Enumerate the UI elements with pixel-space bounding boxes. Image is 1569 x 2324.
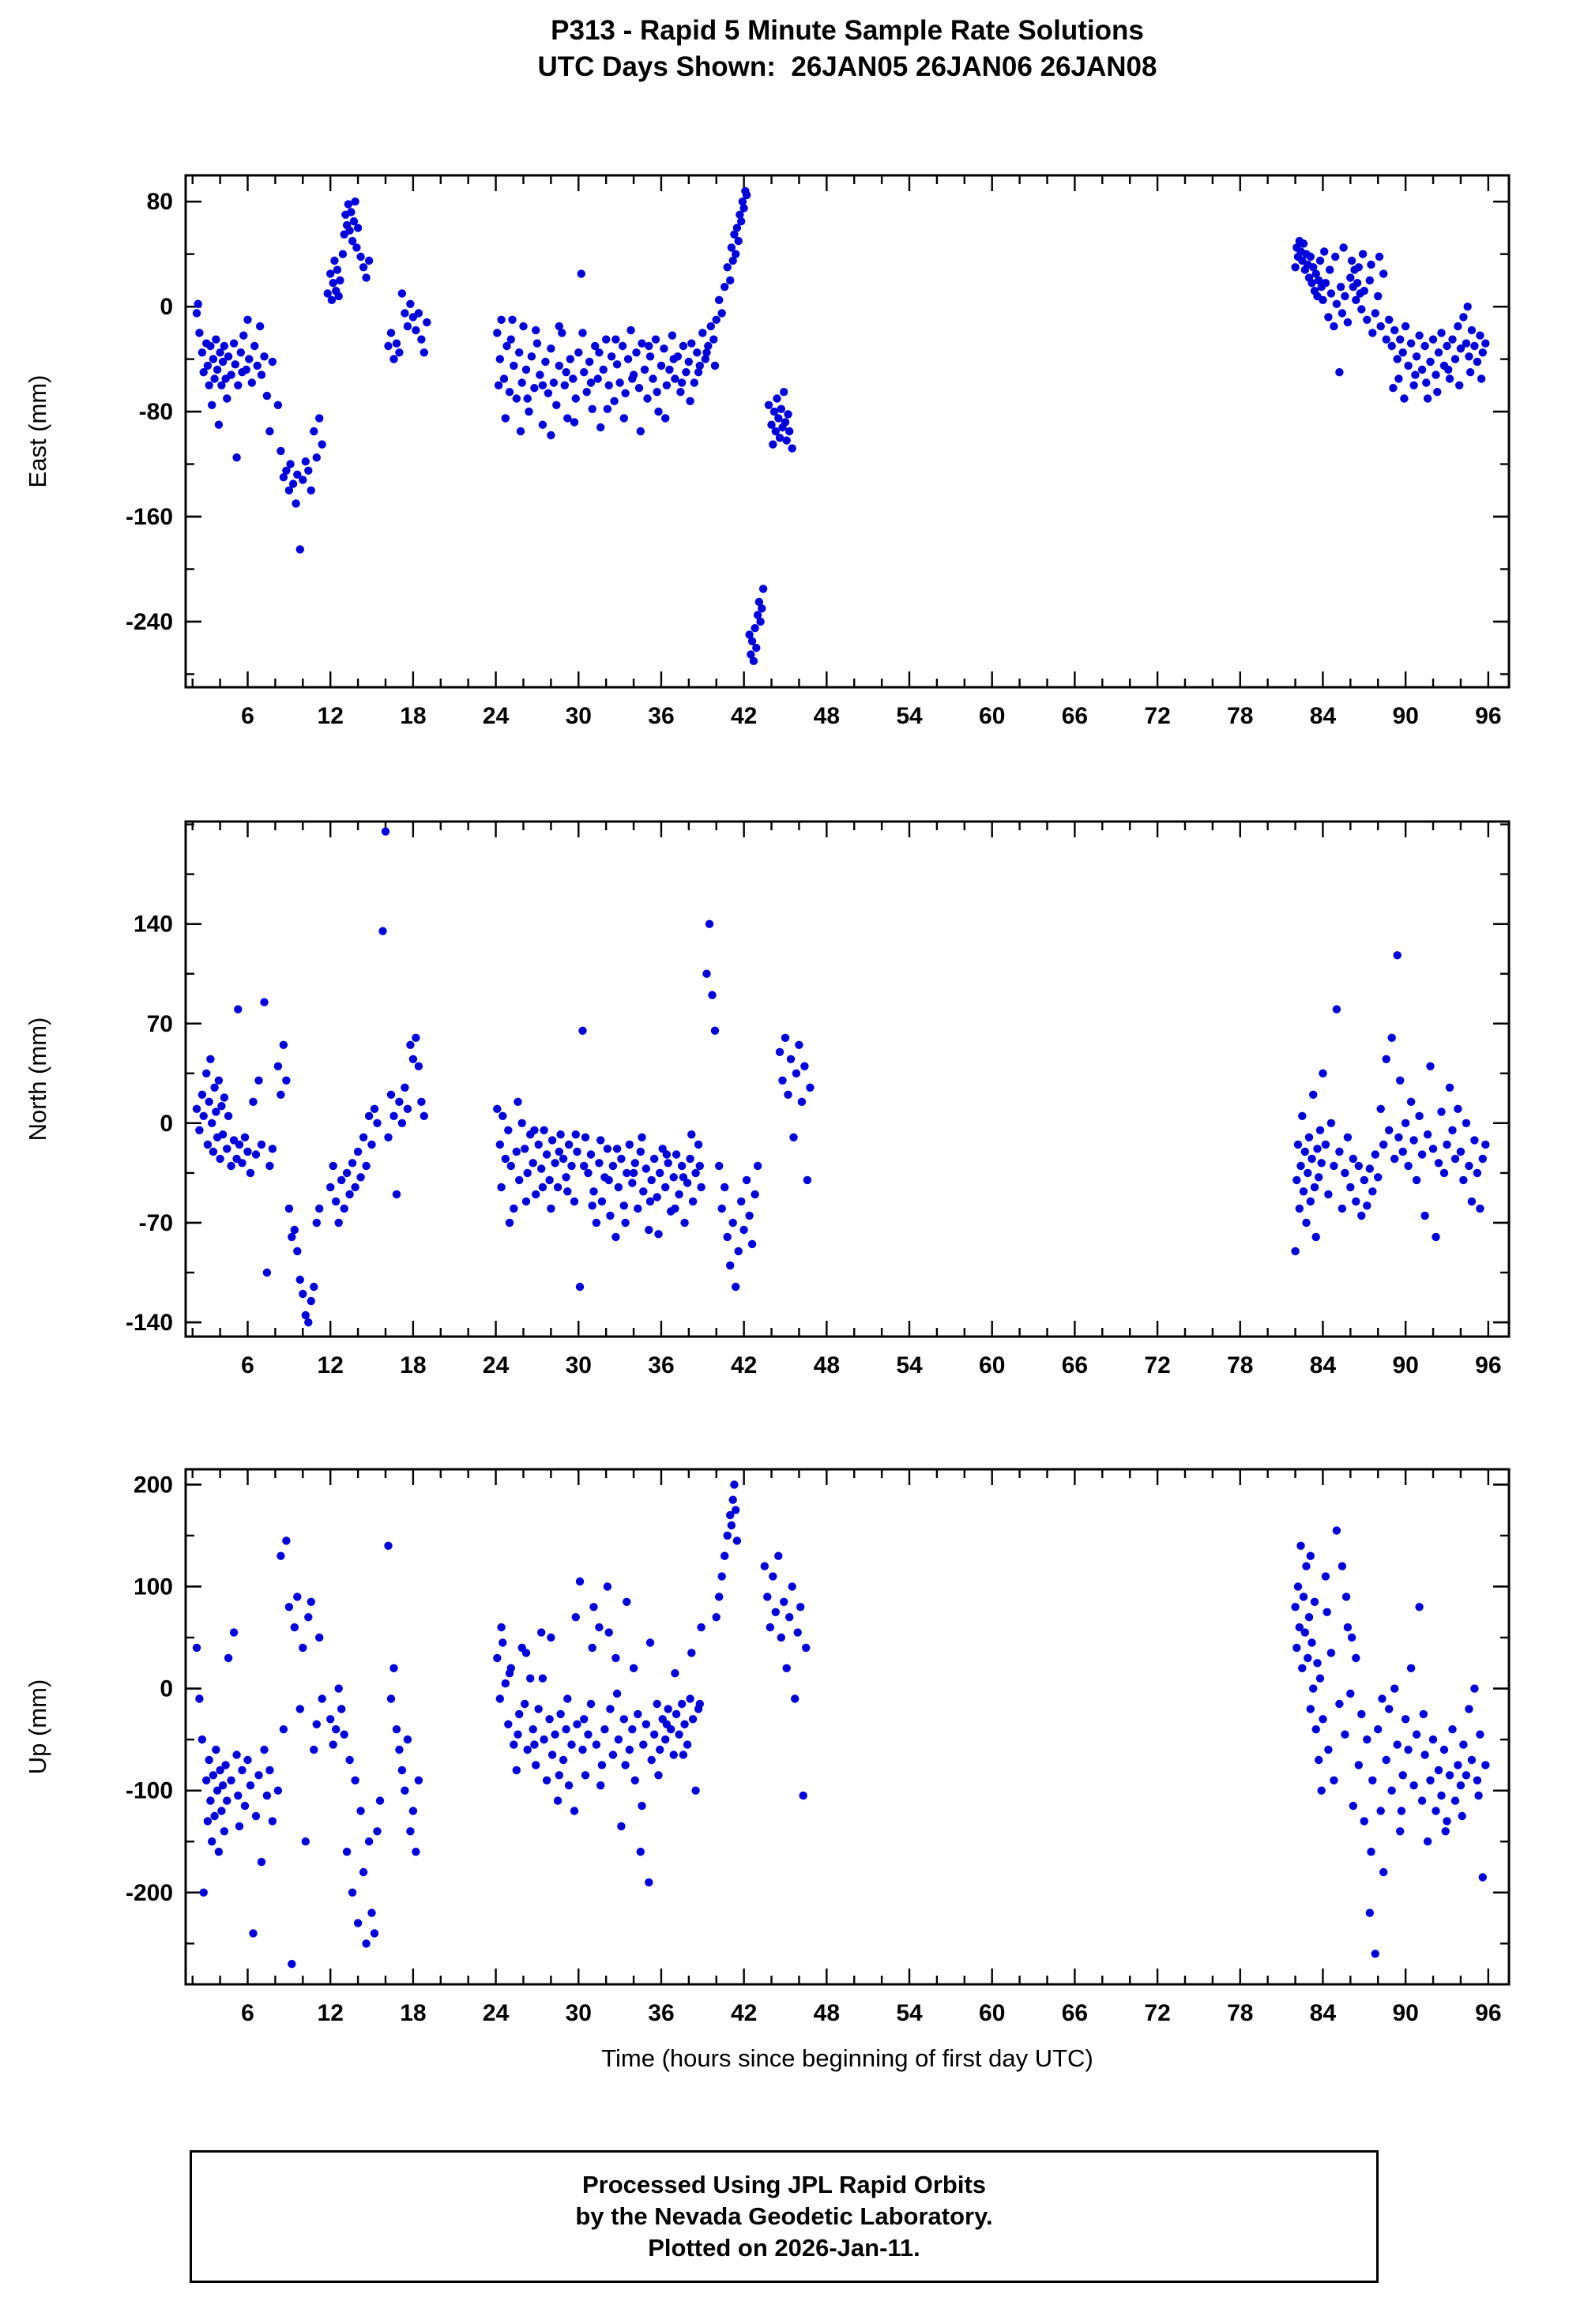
x-tick-label: 42 (731, 1352, 757, 1378)
scatter-points-east (192, 186, 1490, 665)
y-tick-label: -100 (126, 1778, 173, 1804)
y-tick-label: -70 (139, 1210, 173, 1236)
y-tick-label: 0 (160, 294, 173, 320)
x-tick-label: 54 (896, 2000, 923, 2026)
panel-north: 6 12 18 24 30 36 42 48 54 60 66 72 78 84 90 96 140 70 0 -70… (24, 820, 1511, 1378)
footer-line3: Plotted on 2026-Jan-11. (648, 2234, 920, 2262)
x-tick-label: 30 (566, 703, 592, 729)
panel-up: 6 12 18 24 30 36 42 48 54 60 66 72 78 84 90 96 200 100 0 -1… (24, 1468, 1511, 2072)
panel-east: 6 12 18 24 30 36 42 48 54 60 66 72 78 84 90 96 80 0 -80 -16… (24, 174, 1511, 729)
x-tick-label: 24 (483, 703, 510, 729)
x-tick-label: 36 (648, 703, 674, 729)
footer-box: Processed Using JPL Rapid Orbits by the … (190, 2150, 1379, 2283)
y-tick-label: 140 (134, 912, 173, 938)
x-tick-label: 36 (648, 2000, 674, 2026)
x-tick-label: 36 (648, 1352, 674, 1378)
y-tick-label: 100 (134, 1574, 173, 1600)
scatter-points-north (192, 827, 1490, 1327)
x-tick-label: 48 (814, 1352, 840, 1378)
footer-line1: Processed Using JPL Rapid Orbits (581, 2171, 987, 2198)
y-tick-label: -140 (126, 1310, 173, 1336)
axis-labels: 6 12 18 24 30 36 42 48 54 60 66 72 78 84 90 96 80 0 -80 -16… (126, 189, 1502, 729)
scatter-points-up (192, 1480, 1490, 1969)
axis-ticks (186, 822, 1509, 1337)
x-tick-label: 24 (483, 2000, 510, 2026)
axis-labels: 6 12 18 24 30 36 42 48 54 60 66 72 78 84 90 96 200 100 0 -1… (126, 1472, 1502, 2026)
y-tick-label: 200 (134, 1472, 173, 1498)
y-tick-label: -80 (139, 399, 173, 425)
x-tick-label: 72 (1144, 2000, 1170, 2026)
x-tick-label: 84 (1310, 703, 1337, 729)
x-axis-title: Time (hours since beginning of first day… (601, 2044, 1093, 2072)
x-tick-label: 24 (483, 1352, 510, 1378)
y-tick-label: -240 (126, 609, 173, 635)
x-tick-label: 48 (814, 2000, 840, 2026)
x-tick-label: 60 (979, 1352, 1005, 1378)
x-tick-label: 42 (731, 703, 757, 729)
x-tick-label: 90 (1392, 2000, 1418, 2026)
x-tick-label: 60 (979, 703, 1005, 729)
y-tick-label: 80 (147, 189, 173, 215)
axis-ticks (186, 1469, 1509, 1984)
footer-line2: by the Nevada Geodetic Laboratory. (575, 2202, 993, 2230)
x-tick-label: 90 (1392, 703, 1418, 729)
y-tick-label: 0 (160, 1676, 173, 1702)
y-tick-label: -200 (126, 1880, 173, 1906)
x-tick-label: 78 (1227, 1352, 1253, 1378)
x-tick-label: 12 (318, 2000, 344, 2026)
y-tick-label: 70 (147, 1011, 173, 1037)
plot-frame (184, 174, 1511, 689)
plot-frame (184, 1468, 1511, 1986)
x-tick-label: 96 (1475, 2000, 1501, 2026)
y-tick-label: -160 (126, 504, 173, 530)
x-tick-label: 84 (1310, 1352, 1337, 1378)
x-tick-label: 48 (814, 703, 840, 729)
x-tick-label: 54 (896, 703, 923, 729)
y-tick-label: 0 (160, 1111, 173, 1137)
chart-title-line2: UTC Days Shown: 26JAN05 26JAN06 26JAN08 (537, 51, 1157, 82)
x-tick-label: 96 (1475, 703, 1501, 729)
x-tick-label: 18 (400, 2000, 426, 2026)
x-tick-label: 90 (1392, 1352, 1418, 1378)
chart-title: P313 - Rapid 5 Minute Sample Rate Soluti… (186, 13, 1509, 85)
x-tick-label: 6 (241, 703, 254, 729)
x-tick-label: 42 (731, 2000, 757, 2026)
axis-ticks (186, 175, 1509, 687)
x-tick-label: 96 (1475, 1352, 1501, 1378)
x-tick-label: 54 (896, 1352, 923, 1378)
x-tick-label: 6 (241, 2000, 254, 2026)
x-tick-label: 78 (1227, 703, 1253, 729)
x-tick-label: 6 (241, 1352, 254, 1378)
x-tick-label: 84 (1310, 2000, 1337, 2026)
x-tick-label: 66 (1062, 703, 1088, 729)
y-axis-title: East (mm) (24, 375, 51, 488)
chart-title-line1: P313 - Rapid 5 Minute Sample Rate Soluti… (551, 15, 1144, 46)
x-tick-label: 60 (979, 2000, 1005, 2026)
x-tick-label: 66 (1062, 2000, 1088, 2026)
x-tick-label: 66 (1062, 1352, 1088, 1378)
x-tick-label: 12 (318, 703, 344, 729)
x-tick-label: 72 (1144, 703, 1170, 729)
x-tick-label: 30 (566, 2000, 592, 2026)
y-axis-title: North (mm) (24, 1017, 51, 1141)
plot-frame (184, 820, 1511, 1338)
x-tick-label: 30 (566, 1352, 592, 1378)
x-tick-label: 78 (1227, 2000, 1253, 2026)
y-axis-title: Up (mm) (24, 1679, 51, 1775)
axis-labels: 6 12 18 24 30 36 42 48 54 60 66 72 78 84 90 96 140 70 0 -70… (126, 912, 1502, 1378)
x-tick-label: 18 (400, 1352, 426, 1378)
x-tick-label: 72 (1144, 1352, 1170, 1378)
x-tick-label: 18 (400, 703, 426, 729)
x-tick-label: 12 (318, 1352, 344, 1378)
